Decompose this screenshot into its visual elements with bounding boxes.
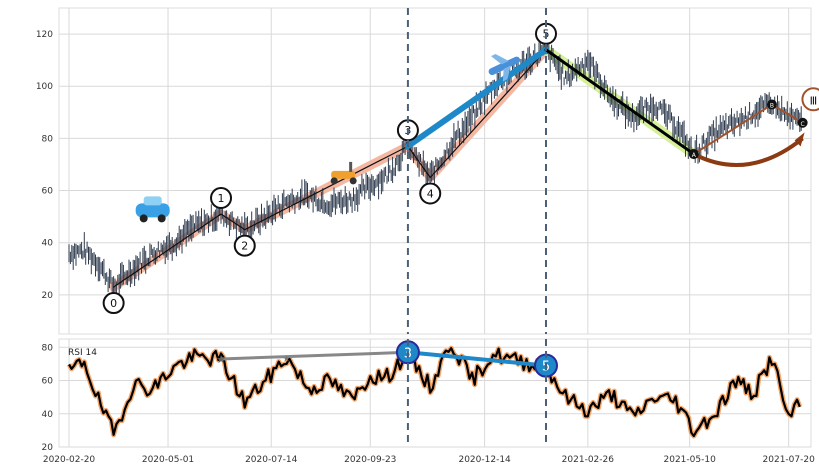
price-y-tick-label: 80	[42, 134, 54, 144]
price-y-ticks: 20 40 60 80 100 120	[36, 30, 53, 301]
correction-ab-line	[692, 103, 773, 156]
wave-label-2: 2	[241, 240, 248, 253]
x-tick-label: 2020-05-01	[142, 455, 194, 465]
rsi-y-tick-label: 20	[42, 443, 54, 453]
wave-label-circle	[102, 292, 125, 315]
wave-line	[429, 49, 547, 179]
rsi-series	[68, 343, 801, 438]
car-wheel	[157, 214, 166, 223]
x-tick-label: 2021-02-26	[562, 455, 615, 465]
wave-label-circle	[233, 234, 256, 257]
vertical-markers	[406, 8, 547, 447]
correction-label-A: A	[692, 152, 697, 159]
projection-label-circle	[801, 87, 819, 112]
wave-line	[407, 145, 431, 179]
wave-label-0: 0	[110, 297, 117, 310]
price-y-tick-label: 100	[36, 82, 53, 92]
price-y-tick-label: 40	[42, 239, 54, 249]
rsi-line	[66, 342, 803, 439]
scooter-wheel	[330, 177, 338, 185]
x-tick-label: 2021-07-20	[763, 455, 816, 465]
car-body	[135, 203, 170, 218]
x-axis-ticks: 2020-02-20 2020-05-01 2020-07-14 2020-09-23…	[43, 455, 815, 465]
rsi-divergence-gray	[220, 350, 408, 361]
wave-line	[244, 145, 409, 231]
x-tick-label: 2020-12-14	[458, 455, 511, 465]
price-y-tick-label: 120	[36, 30, 53, 40]
rsi-y-tick-label: 40	[42, 410, 54, 420]
wave-3-5-line	[404, 46, 549, 150]
scooter-icon	[330, 161, 357, 185]
scooter-stem	[349, 161, 353, 172]
airplane-wing	[502, 65, 511, 82]
wave-label-4: 4	[427, 188, 434, 201]
x-tick-label: 2020-09-23	[344, 455, 396, 465]
scooter-wheel	[349, 177, 357, 185]
correction-bc-line	[770, 103, 804, 124]
price-y-tick-label: 60	[42, 187, 54, 197]
rsi-star-icon: ★	[216, 353, 226, 366]
scooter-body	[331, 170, 356, 179]
projection-arrow	[692, 136, 804, 167]
correction-label-B: B	[770, 102, 774, 109]
correction-point	[766, 99, 777, 110]
wave-line	[113, 213, 222, 288]
rsi-divergence-blue	[407, 350, 547, 368]
rsi-star-icon: ★	[283, 354, 291, 364]
x-tick-label: 2021-05-10	[664, 455, 717, 465]
rsi-y-ticks: 20 40 60 80	[42, 343, 54, 453]
x-tick-label: 2020-02-20	[43, 455, 96, 465]
correction-point	[688, 149, 699, 160]
price-y-tick-label: 20	[42, 291, 54, 301]
car-wheel	[139, 214, 148, 223]
airplane-icon	[488, 53, 521, 82]
projection-label: Ⅲ	[810, 94, 818, 107]
x-tick-label: 2020-07-14	[245, 455, 298, 465]
wave-line	[220, 213, 246, 231]
car-icon	[135, 196, 170, 223]
correction-line	[544, 48, 696, 156]
rsi-y-tick-label: 80	[42, 343, 54, 353]
wave-lines	[113, 46, 805, 288]
correction-label-C: C	[801, 121, 805, 128]
wave-icons	[135, 53, 521, 223]
wave-label-circle	[419, 182, 442, 205]
wave-label-circle	[210, 187, 233, 210]
rsi-title: RSI 14	[68, 348, 97, 358]
rsi-plot-area	[58, 338, 812, 448]
rsi-y-tick-label: 60	[42, 377, 54, 387]
car-window	[143, 196, 162, 206]
airplane-wing	[490, 53, 509, 65]
correction-point	[797, 117, 808, 128]
airplane-body	[488, 56, 521, 76]
wave-label-1: 1	[218, 192, 225, 205]
projection-arrowhead	[794, 132, 805, 147]
